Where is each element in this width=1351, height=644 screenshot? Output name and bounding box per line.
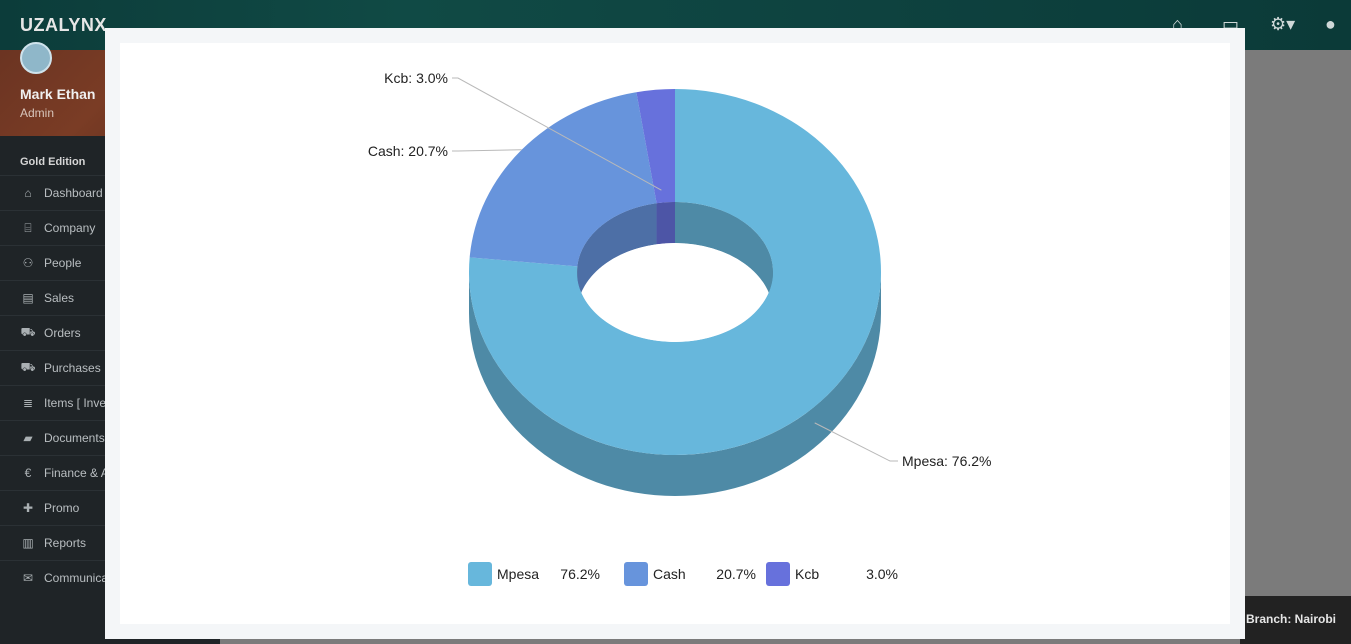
legend-swatch: [624, 562, 648, 586]
leader-line-mpesa: [814, 422, 898, 462]
gear-icon[interactable]: ⚙▾: [1270, 14, 1296, 34]
legend-value: 76.2%: [560, 566, 600, 582]
branch-label: Branch: Nairobi: [1245, 612, 1336, 626]
legend-swatch: [468, 562, 492, 586]
sidebar-item-label: Company: [44, 221, 96, 235]
donut-hole: [577, 243, 773, 342]
home-icon[interactable]: ⌂: [1172, 14, 1183, 34]
user-role: Admin: [20, 106, 55, 120]
legend-item-cash[interactable]: Cash 20.7%: [624, 562, 756, 586]
slice-kcb[interactable]: [636, 89, 675, 204]
truck-icon: ⛟: [20, 360, 36, 374]
user-icon[interactable]: ●: [1325, 14, 1336, 34]
legend-name: Mpesa: [497, 566, 539, 582]
home-icon: ⌂: [24, 186, 32, 200]
sidebar-item-label: Communica: [44, 571, 109, 585]
slice-side-mpesa: [469, 272, 881, 496]
slice-mpesa[interactable]: [469, 89, 881, 455]
sidebar-item-label: People: [44, 256, 82, 270]
legend-item-mpesa[interactable]: Mpesa 76.2%: [468, 562, 600, 586]
users-icon: ⚇: [22, 256, 34, 270]
slice-hole-wall-kcb: [656, 202, 675, 245]
bar-chart-icon: ▥: [22, 536, 34, 550]
sidebar-item-label: Finance & A: [44, 466, 109, 480]
legend-name: Cash: [653, 566, 686, 582]
sidebar-item-label: Orders: [44, 326, 81, 340]
legend-name: Kcb: [795, 566, 819, 582]
leader-line-cash: [452, 149, 522, 152]
legend-swatch: [766, 562, 790, 586]
receipt-icon: ▤: [22, 291, 34, 305]
sidebar-item-label: Documents: [44, 431, 105, 445]
sidebar-item-label: Dashboard: [44, 186, 103, 200]
slice-cash[interactable]: [469, 92, 657, 267]
chart-modal: Mpesa: 76.2% Cash: 20.7% Kcb: 3.0% Mpesa 76.…: [105, 28, 1245, 639]
user-name: Mark Ethan: [20, 86, 96, 102]
edition-label: Gold Edition: [20, 156, 86, 168]
envelope-icon: ✉: [22, 571, 34, 585]
sidebar-item-label: Sales: [44, 291, 75, 305]
sidebar-item-label: Reports: [44, 536, 87, 550]
euro-icon: €: [24, 466, 32, 480]
donut-chart: Mpesa: 76.2% Cash: 20.7% Kcb: 3.0% Mpesa 76.…: [368, 70, 992, 586]
cart-icon: ⛟: [20, 325, 36, 339]
folder-icon: ▰: [23, 431, 33, 445]
legend-item-kcb[interactable]: Kcb 3.0%: [766, 562, 898, 586]
sidebar-item-label: Purchases: [44, 361, 101, 375]
sidebar-item-label: Items [ Inve: [44, 396, 107, 410]
slice-hole-wall-mpesa: [675, 202, 773, 313]
gift-icon: ✚: [22, 501, 34, 515]
legend-value: 3.0%: [866, 566, 898, 582]
brand-logo[interactable]: UZALYNX: [20, 15, 107, 35]
data-label-cash: Cash: 20.7%: [368, 143, 448, 159]
data-label-mpesa: Mpesa: 76.2%: [902, 453, 992, 469]
data-label-kcb: Kcb: 3.0%: [384, 70, 448, 86]
leader-line-kcb: [452, 77, 662, 191]
footer-bar: [1240, 596, 1351, 644]
database-icon: ≣: [22, 396, 34, 410]
legend-value: 20.7%: [716, 566, 756, 582]
sidebar-item-label: Promo: [44, 501, 80, 515]
bank-icon: ⌸: [24, 220, 32, 235]
slice-hole-wall-cash: [577, 203, 657, 308]
chart-panel: Mpesa: 76.2% Cash: 20.7% Kcb: 3.0% Mpesa 76.…: [120, 43, 1230, 624]
avatar[interactable]: [20, 42, 52, 74]
